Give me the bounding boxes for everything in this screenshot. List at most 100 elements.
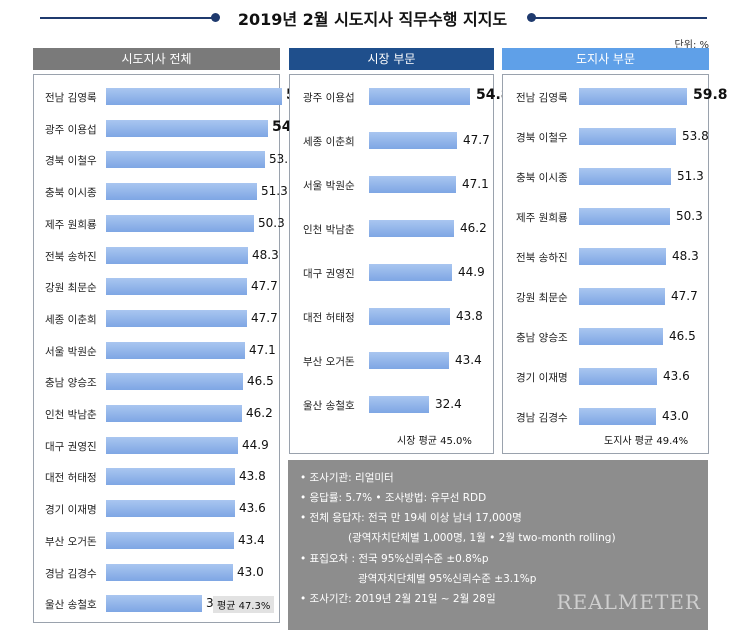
survey-info-box: • 조사기관: 리얼미터 • 응답률: 5.7% • 조사방법: 유무선 RDD… [288, 460, 708, 630]
category-label: 경북 이철우 [45, 155, 97, 168]
value-label: 46.5 [669, 329, 696, 343]
category-label: 대구 권영진 [303, 268, 355, 280]
bar [369, 220, 454, 237]
bar [579, 288, 665, 305]
value-label: 47.7 [251, 279, 278, 294]
info-line: • 표집오차 : 전국 95%신뢰수준 ±0.8%p [300, 553, 489, 565]
bar [106, 563, 233, 581]
bar [106, 500, 235, 518]
average-label: 시장 평균 45.0% [397, 436, 472, 447]
category-label: 서울 박원순 [303, 180, 355, 192]
category-label: 서울 박원순 [45, 345, 97, 358]
value-label: 46.2 [460, 221, 487, 235]
bar [106, 373, 243, 391]
value-label: 54.8 [476, 87, 511, 103]
panel-mayor: 시장 부문 광주 이용섭 54.8 세종 이춘희 47.7 서울 박원순 47.1 인천 박… [289, 48, 511, 454]
bar [106, 151, 265, 169]
value-label: 43.6 [239, 501, 266, 516]
title-dot-right [527, 13, 536, 22]
category-label: 대구 권영진 [45, 440, 97, 453]
bar [579, 248, 666, 265]
category-label: 전남 김영록 [516, 92, 568, 104]
value-label: 43.0 [662, 409, 689, 423]
category-label: 인천 박남춘 [303, 224, 355, 236]
bar [369, 264, 452, 281]
average-label: 도지사 평균 49.4% [604, 436, 689, 447]
info-line: • 전체 응답자: 전국 만 19세 이상 남녀 17,000명 [300, 512, 522, 524]
value-label: 32.4 [435, 397, 462, 411]
bar [369, 132, 457, 149]
value-label: 43.4 [455, 353, 482, 367]
bar [106, 468, 235, 486]
value-label: 50.3 [258, 215, 285, 230]
panel-all-header: 시도지사 전체 [33, 48, 280, 70]
panel-mayor-header: 시장 부문 [289, 48, 494, 70]
info-line: • 조사기관: 리얼미터 [300, 472, 394, 484]
bar [369, 176, 456, 193]
bar [579, 368, 657, 385]
info-line: 광역자치단체별 95%신뢰수준 ±3.1%p [358, 573, 537, 585]
panel-governor-header: 도지사 부문 [502, 48, 709, 70]
value-label: 43.0 [237, 564, 264, 579]
value-label: 48.3 [672, 249, 699, 263]
category-label: 세종 이춘희 [45, 313, 97, 326]
bar [579, 168, 671, 185]
category-label: 제주 원희룡 [516, 212, 568, 224]
category-label: 제주 원희룡 [45, 218, 97, 231]
realmeter-logo: REALMETER [556, 590, 701, 614]
category-label: 강원 최문순 [45, 282, 97, 295]
title-dot-left [211, 13, 220, 22]
value-label: 47.1 [249, 342, 276, 357]
value-label: 47.1 [462, 177, 489, 191]
bar [106, 341, 245, 359]
category-label: 전남 김영록 [45, 92, 97, 104]
category-label: 대전 허태정 [303, 312, 355, 324]
value-label: 47.7 [671, 289, 698, 303]
category-label: 충남 양승조 [516, 332, 568, 344]
bar [579, 128, 676, 145]
category-label: 경남 김경수 [45, 567, 97, 580]
value-label: 47.7 [251, 310, 278, 325]
category-label: 인천 박남춘 [45, 409, 97, 421]
bar [106, 119, 268, 137]
value-label: 46.5 [247, 374, 274, 389]
panel-governor: 도지사 부문 전남 김영록 59.8 경북 이철우 53.8 충북 이시종 51.3 제주 … [502, 48, 728, 454]
average-label: 평균 47.3% [213, 596, 275, 613]
category-label: 충북 이시종 [516, 172, 568, 184]
value-label: 43.8 [239, 469, 266, 484]
category-label: 광주 이용섭 [45, 123, 97, 136]
value-label: 46.2 [246, 406, 273, 420]
value-label: 48.3 [252, 247, 279, 262]
title-rule-right [532, 17, 707, 19]
bar [579, 408, 656, 425]
info-line: (광역자치단체별 1,000명, 1월 • 2월 two-month rolli… [348, 532, 616, 544]
bar [579, 88, 687, 105]
bar [106, 214, 254, 232]
bar [579, 208, 670, 225]
value-label: 47.7 [463, 133, 490, 147]
title-rule-left [40, 17, 215, 19]
value-label: 43.6 [663, 369, 690, 383]
category-label: 강원 최문순 [516, 292, 568, 304]
bar [106, 183, 257, 201]
bar [579, 328, 663, 345]
bar [106, 405, 242, 422]
unit-label: 단위: % [674, 40, 709, 51]
bar [106, 278, 247, 296]
value-label: 44.9 [458, 265, 485, 279]
category-label: 광주 이용섭 [303, 92, 355, 104]
bar [369, 352, 449, 369]
value-label: 53.8 [682, 129, 709, 143]
bar [106, 531, 234, 549]
bar [369, 88, 470, 105]
category-label: 대전 허태정 [45, 472, 97, 485]
value-label: 44.9 [242, 437, 269, 452]
category-label: 전북 송하진 [516, 252, 568, 264]
value-label: 43.8 [456, 309, 483, 323]
value-label: 51.3 [261, 184, 288, 199]
category-label: 경기 이재명 [516, 372, 568, 384]
value-label: 43.4 [238, 532, 265, 547]
value-label: 51.3 [677, 169, 704, 183]
value-label: 59.8 [693, 87, 728, 103]
bar [106, 436, 238, 454]
